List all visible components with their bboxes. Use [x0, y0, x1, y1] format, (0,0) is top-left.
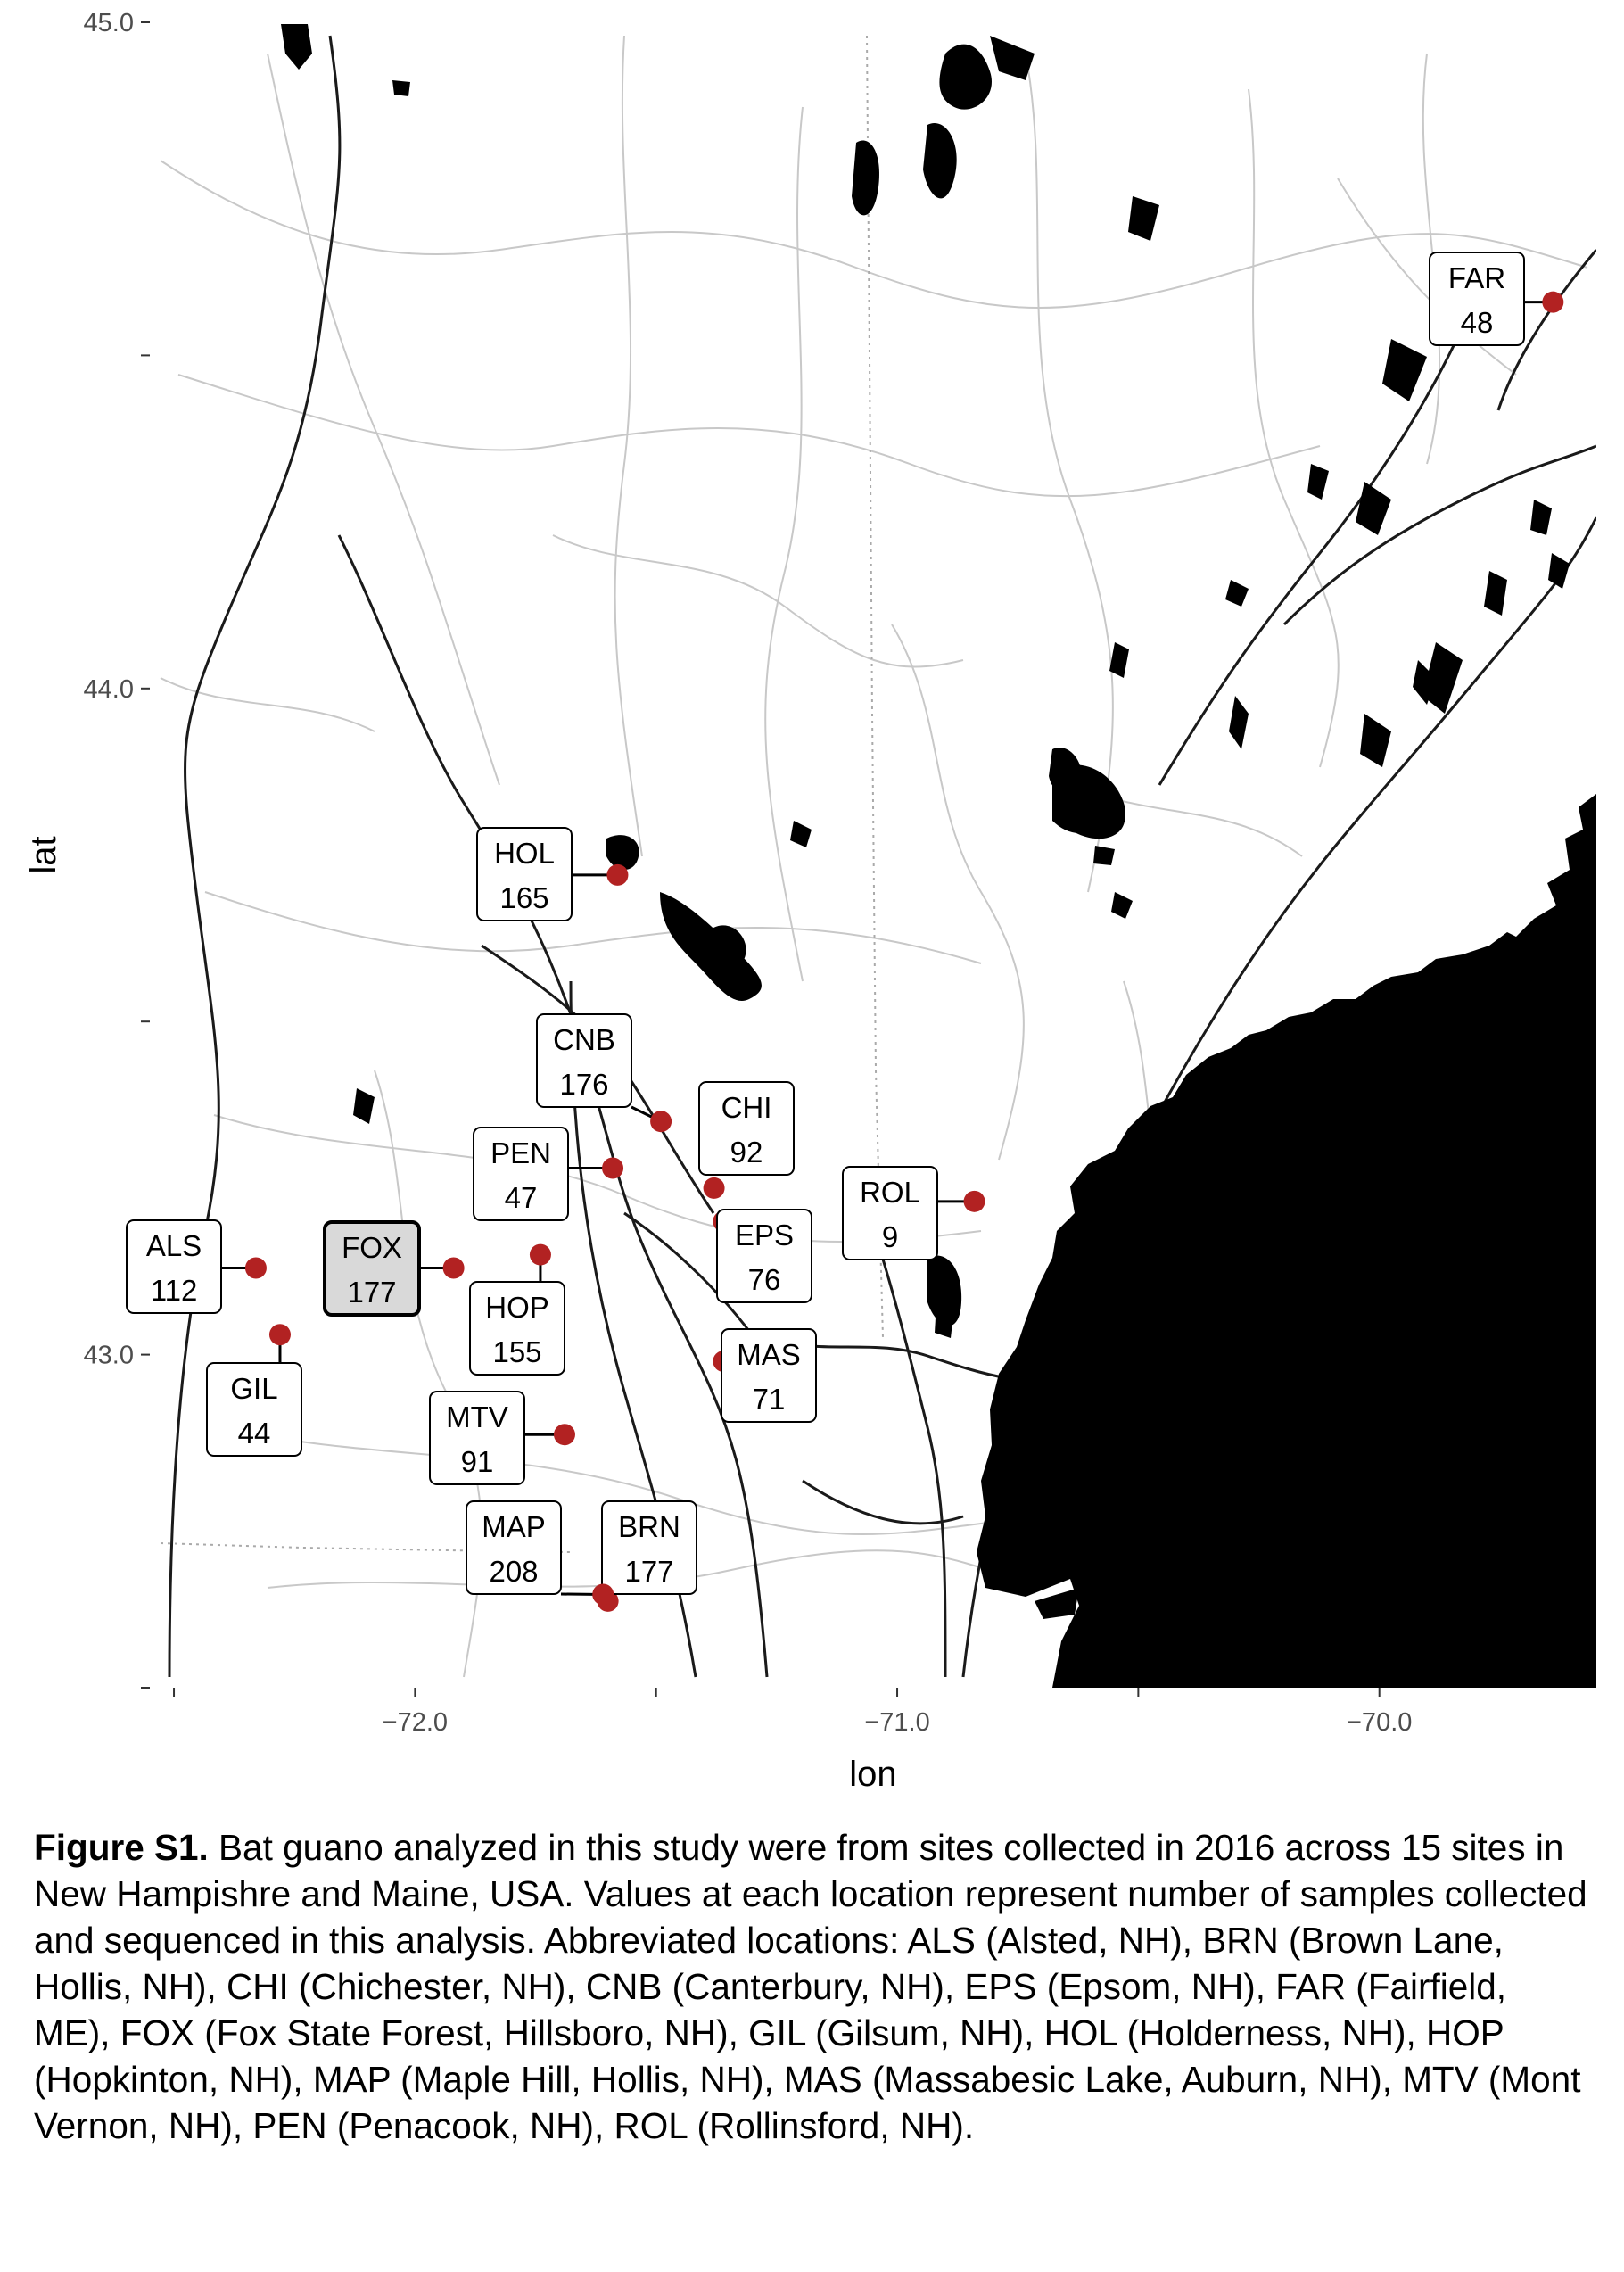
x-tick-label: −70.0 — [1347, 1708, 1412, 1737]
site-point — [650, 1111, 672, 1133]
site-gil: GIL 44 — [206, 1324, 302, 1457]
x-tick-label: −72.0 — [383, 1708, 448, 1737]
site-code: FAR — [1448, 261, 1505, 294]
site-label-box — [469, 1281, 565, 1376]
site-point — [244, 1257, 267, 1279]
site-point — [529, 1243, 551, 1266]
site-label-box — [473, 1127, 569, 1221]
site-label-box — [716, 1209, 812, 1303]
site-label-box — [721, 1328, 817, 1423]
y-tick-label: 44.0 — [84, 675, 134, 704]
site-label-box — [126, 1219, 222, 1314]
site-fox: FOX 177 — [323, 1220, 465, 1317]
site-eps: EPS 76 — [713, 1209, 812, 1303]
site-label-box — [429, 1391, 525, 1485]
site-sample-count: 44 — [238, 1417, 271, 1450]
site-label-box — [466, 1500, 562, 1595]
site-code: HOP — [485, 1291, 549, 1324]
lakes — [281, 24, 1570, 1338]
site-sample-count: 47 — [505, 1181, 538, 1214]
site-hop: HOP 155 — [469, 1243, 565, 1376]
site-sample-count: 176 — [559, 1068, 608, 1101]
figure-caption: Figure S1. Bat guano analyzed in this st… — [34, 1824, 1590, 2149]
site-sample-count: 92 — [730, 1136, 763, 1169]
site-point — [606, 863, 629, 886]
site-sample-count: 155 — [492, 1335, 541, 1368]
site-label-box — [323, 1220, 421, 1317]
site-sample-count: 177 — [347, 1276, 396, 1309]
site-code: PEN — [490, 1136, 551, 1169]
y-tick-label: 43.0 — [84, 1342, 134, 1370]
site-pen: PEN 47 — [473, 1127, 624, 1221]
site-mas: MAS 71 — [713, 1328, 817, 1423]
caption-label: Figure S1. — [34, 1827, 209, 1868]
site-code: CHI — [721, 1091, 772, 1124]
site-sample-count: 91 — [461, 1445, 494, 1478]
site-sample-count: 48 — [1461, 306, 1494, 339]
site-code: GIL — [230, 1372, 277, 1405]
x-axis-title: lon — [849, 1755, 896, 1794]
site-sample-count: 208 — [489, 1555, 538, 1588]
site-label-box — [601, 1500, 697, 1595]
basemap — [150, 22, 1596, 1688]
site-point — [602, 1157, 624, 1179]
site-point — [553, 1424, 575, 1446]
site-hol: HOL 165 — [476, 827, 629, 921]
site-code: EPS — [735, 1219, 794, 1252]
site-code: BRN — [618, 1510, 680, 1543]
site-point — [442, 1257, 465, 1279]
state-border — [866, 35, 884, 1339]
site-rol: ROL 9 — [842, 1166, 985, 1260]
site-sample-count: 76 — [748, 1263, 781, 1296]
site-code: MTV — [446, 1400, 508, 1433]
site-sample-count: 71 — [753, 1383, 786, 1416]
site-sample-count: 112 — [151, 1274, 198, 1307]
site-sample-count: 9 — [882, 1220, 898, 1253]
site-label-box — [476, 827, 573, 921]
site-code: CNB — [553, 1023, 615, 1056]
site-sample-count: 177 — [624, 1555, 673, 1588]
y-axis-title: lat — [24, 836, 63, 873]
caption-text: Bat guano analyzed in this study were fr… — [34, 1827, 1587, 2146]
site-point — [592, 1583, 614, 1606]
ocean — [977, 794, 1596, 1688]
site-code: ALS — [146, 1229, 202, 1262]
site-sample-count: 165 — [499, 881, 548, 914]
site-code: ROL — [860, 1176, 920, 1209]
site-cnb: CNB 176 — [536, 1013, 672, 1133]
site-code: FOX — [342, 1231, 402, 1264]
axes: −72.0 −71.0 −70.0 45.0 44.0 43.0 lon lat — [24, 9, 1412, 1794]
site-label-box — [1429, 252, 1525, 346]
site-label-box — [842, 1166, 938, 1260]
site-label-box — [698, 1081, 795, 1176]
site-map: MAP 208 — [466, 1500, 614, 1606]
site-point — [963, 1190, 985, 1212]
site-point — [703, 1177, 725, 1199]
site-label-box — [206, 1362, 302, 1457]
site-far: FAR 48 — [1429, 252, 1564, 346]
site-als: ALS 112 — [126, 1219, 267, 1314]
site-label-box — [536, 1013, 632, 1108]
x-tick-label: −71.0 — [864, 1708, 929, 1737]
site-code: MAS — [737, 1338, 801, 1371]
site-chi: CHI 92 — [698, 1081, 795, 1199]
site-code: MAP — [482, 1510, 546, 1543]
site-code: HOL — [494, 837, 555, 870]
site-mtv: MTV 91 — [429, 1391, 575, 1485]
site-point — [1542, 291, 1564, 313]
site-map-figure: −72.0 −71.0 −70.0 45.0 44.0 43.0 lon lat ALS 112… — [24, 9, 1596, 1794]
site-point — [268, 1324, 291, 1346]
y-tick-label: 45.0 — [84, 9, 134, 37]
site-markers: ALS 112 BRN 177 CHI 92 CNB 176 EPS 76 FAR 48 FOX 177 G… — [126, 252, 1564, 1612]
